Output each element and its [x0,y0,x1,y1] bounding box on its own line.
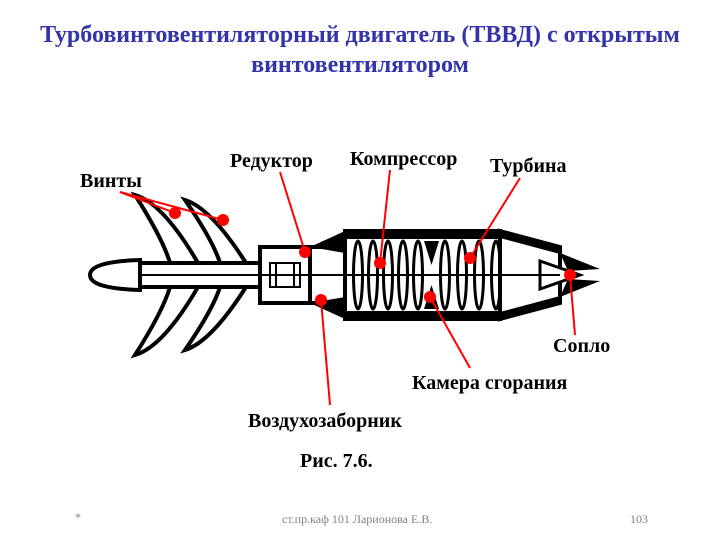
engine-diagram [0,0,720,540]
